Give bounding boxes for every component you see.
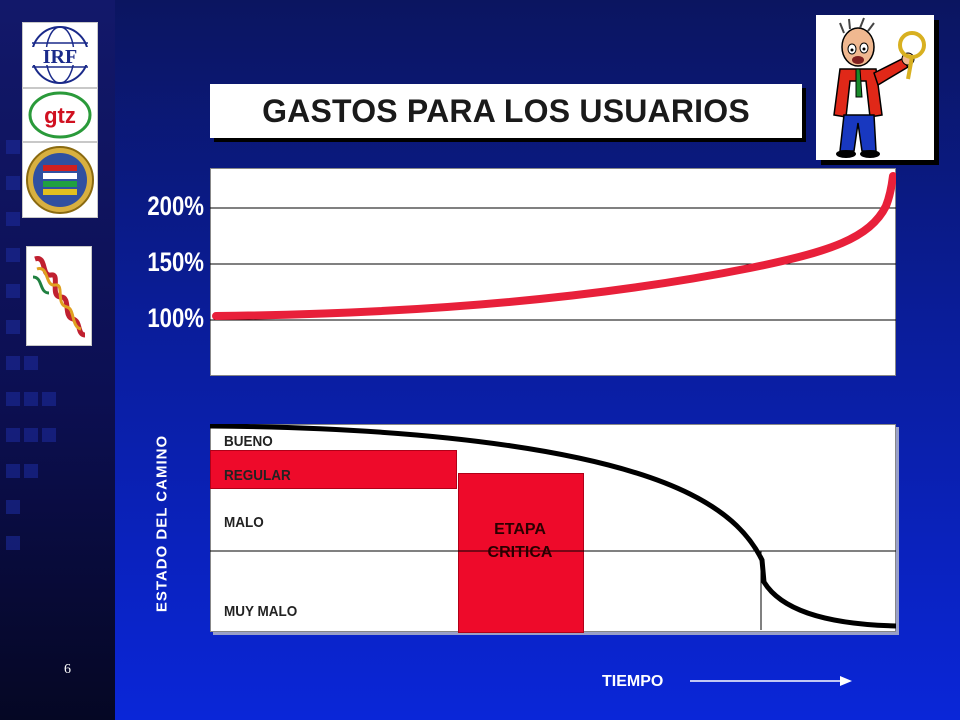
zone-regular: REGULAR bbox=[224, 467, 291, 484]
zone-muy-malo: MUY MALO bbox=[224, 603, 298, 620]
y-tick-200: 200% bbox=[147, 191, 204, 221]
time-arrow-icon bbox=[690, 676, 852, 686]
critical-stage-line2: CRITICA bbox=[487, 544, 553, 561]
slide-title: GASTOS PARA LOS USUARIOS bbox=[262, 92, 750, 129]
critical-stage-line1: ETAPA bbox=[494, 521, 546, 538]
irf-logo-text: IRF bbox=[43, 46, 77, 68]
y-axis-label: ESTADO DEL CAMINO bbox=[153, 434, 171, 613]
zone-bueno: BUENO bbox=[224, 433, 273, 450]
oas-seal-logo bbox=[22, 142, 98, 218]
critical-stage-box bbox=[458, 473, 584, 633]
page-number: 6 bbox=[64, 662, 71, 677]
critical-stage-label: ETAPA CRITICA bbox=[458, 518, 582, 564]
frustrated-driver-cartoon bbox=[816, 15, 934, 160]
cost-curve bbox=[212, 172, 896, 320]
regular-zone-highlight bbox=[210, 450, 457, 489]
gtz-logo: gtz bbox=[22, 88, 98, 142]
gtz-logo-text: gtz bbox=[44, 103, 76, 128]
x-axis-label: TIEMPO bbox=[602, 673, 664, 690]
road-condition-chart bbox=[210, 424, 896, 630]
zone-malo: MALO bbox=[224, 514, 264, 531]
title-box: GASTOS PARA LOS USUARIOS bbox=[210, 84, 802, 138]
y-tick-150: 150% bbox=[147, 247, 204, 277]
condition-curve bbox=[210, 424, 896, 629]
cost-chart-area bbox=[210, 168, 896, 376]
program-logo bbox=[26, 246, 92, 346]
y-tick-100: 100% bbox=[147, 303, 204, 333]
sidebar: IRF gtz bbox=[0, 0, 115, 720]
cost-chart bbox=[210, 172, 896, 321]
irf-logo: IRF bbox=[22, 22, 98, 88]
